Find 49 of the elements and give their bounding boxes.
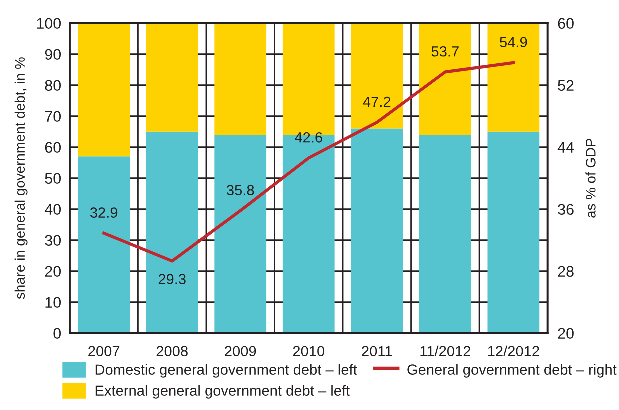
bar <box>419 23 472 135</box>
y-tick-label: 90 <box>45 49 62 60</box>
data-label: 32.9 <box>90 208 118 218</box>
bar <box>78 23 130 157</box>
data-label: 53.7 <box>432 46 459 57</box>
bar <box>78 156 130 334</box>
y2-tick-label: 52 <box>558 80 574 92</box>
x-tick-label: 2008 <box>156 346 188 357</box>
data-label: 35.8 <box>226 185 254 196</box>
legend-label: Domestic general government debt – left <box>96 364 358 378</box>
y-tick-label: 100 <box>37 18 62 30</box>
y-tick-label: 10 <box>46 297 62 308</box>
data-label: 29.3 <box>158 274 186 284</box>
y-tick-label: 30 <box>45 235 62 246</box>
y-tick-label: 70 <box>45 111 62 122</box>
y-tick-label: 40 <box>44 204 62 216</box>
bar <box>146 23 198 132</box>
legend-label: General government debt – right <box>408 364 617 378</box>
bar <box>282 134 335 334</box>
bar <box>488 132 540 334</box>
x-tick-label: 2010 <box>293 346 325 357</box>
bar <box>488 23 540 132</box>
y-tick-label: 50 <box>45 173 62 184</box>
y2-axis-title: as % of GDP <box>586 138 596 218</box>
bar <box>214 23 267 135</box>
y2-tick-label: 44 <box>558 142 574 153</box>
data-label: 42.6 <box>295 132 322 143</box>
bar <box>351 23 404 129</box>
x-tick-label: 12/2012 <box>488 346 540 357</box>
x-tick-label: 11/2012 <box>420 346 471 357</box>
bar <box>214 134 267 334</box>
y-tick-label: 60 <box>45 142 62 154</box>
bar <box>419 134 472 334</box>
y-tick-label: 80 <box>45 80 62 92</box>
legend-label: External general government debt – left <box>96 385 350 399</box>
y2-tick-label: 20 <box>558 328 574 340</box>
bar <box>146 132 198 334</box>
x-tick-label: 2009 <box>225 346 256 357</box>
x-tick-label: 2007 <box>88 346 120 357</box>
y2-tick-label: 36 <box>558 204 574 216</box>
y-tick-label: 0 <box>54 328 62 340</box>
y2-tick-label: 60 <box>558 18 574 30</box>
data-label: 47.2 <box>363 96 391 108</box>
y-axis-title: share in general government debt, in % <box>14 58 28 300</box>
x-tick-label: 2011 <box>362 346 392 357</box>
y-tick-label: 20 <box>45 266 62 278</box>
bar <box>351 128 404 334</box>
data-label: 54.9 <box>500 37 528 48</box>
y2-tick-label: 28 <box>558 266 574 278</box>
